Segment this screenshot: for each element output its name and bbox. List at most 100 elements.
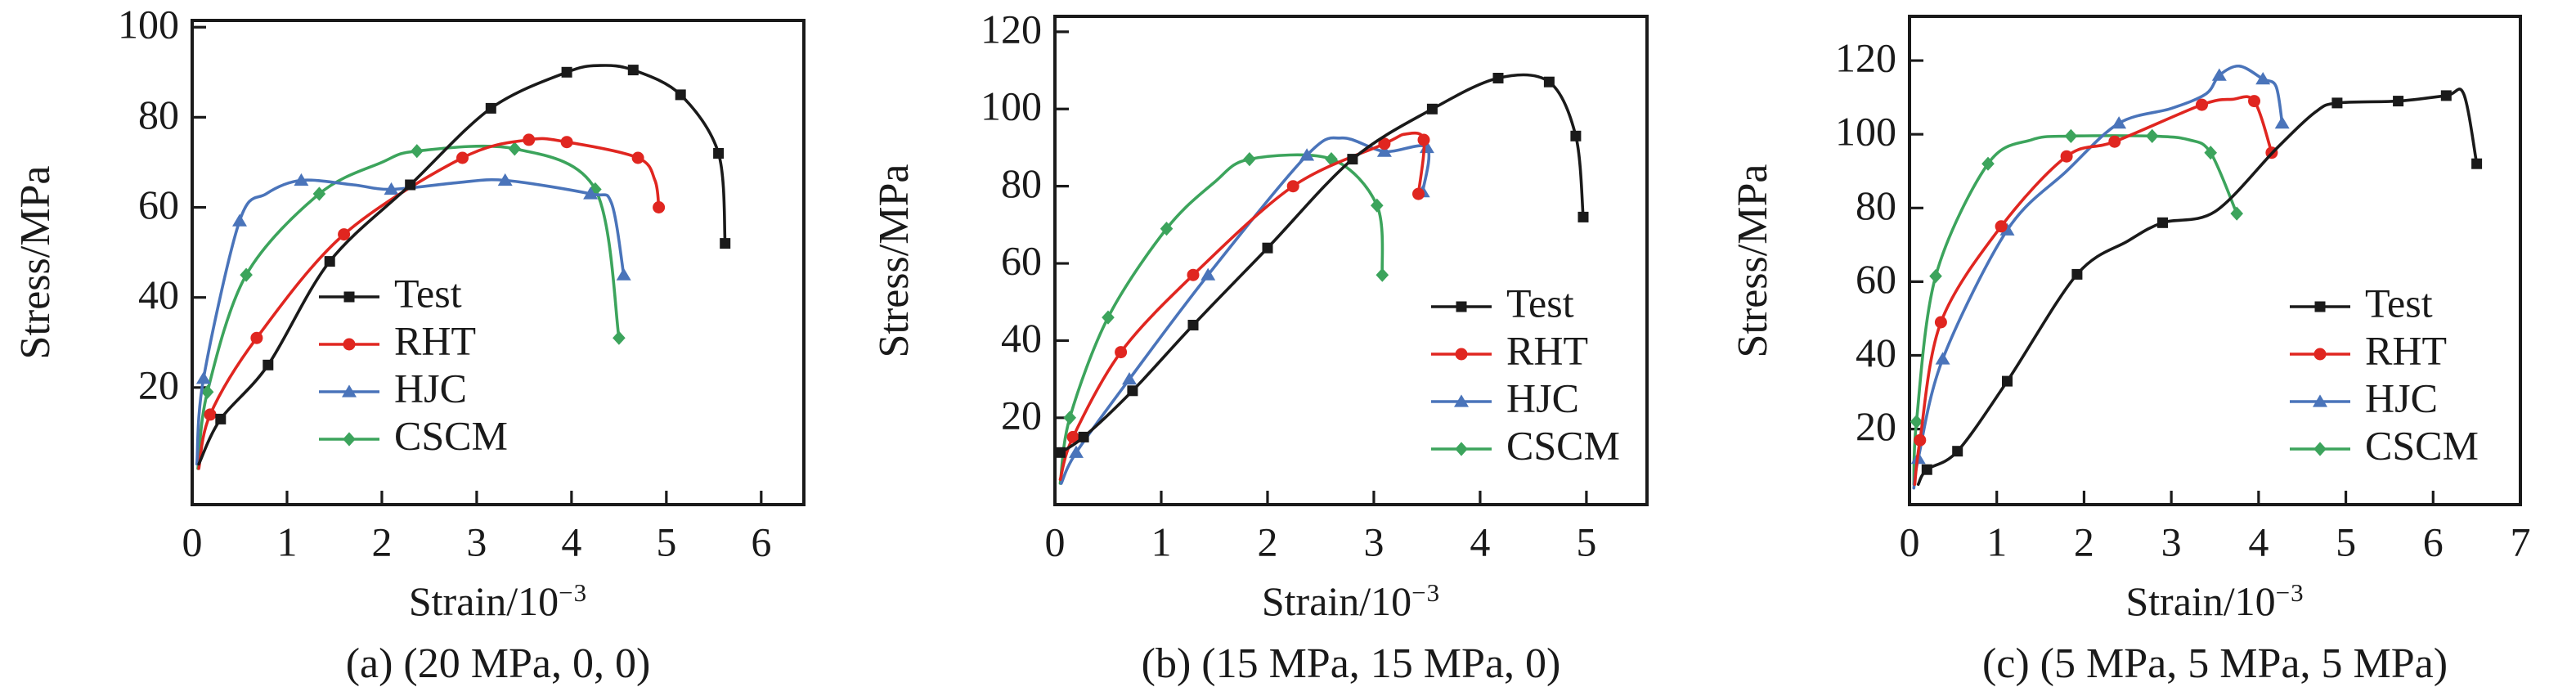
series-test (1055, 73, 1589, 458)
series-test-marker-square-icon (1262, 242, 1273, 254)
legend-label-test: Test (2365, 280, 2433, 326)
series-cscm-marker-diamond-icon (2145, 128, 2159, 143)
legend-test-marker-square-icon (2314, 301, 2326, 312)
series-cscm (196, 141, 626, 470)
x-tick-label: 4 (1470, 519, 1490, 564)
x-axis-exponent: −3 (1411, 577, 1441, 607)
legend-cscm-marker-diamond-icon (2313, 442, 2327, 456)
series-rht-marker-circle-icon (653, 201, 666, 213)
series-cscm-marker-diamond-icon (508, 141, 522, 156)
x-tick-label: 0 (1900, 519, 1920, 564)
y-tick-label: 40 (1001, 315, 1042, 361)
x-tick-label: 1 (1986, 519, 2007, 564)
series-rht-marker-circle-icon (1066, 430, 1079, 443)
series-rht (1058, 131, 1430, 482)
legend-rht-marker-circle-icon (1455, 348, 1468, 361)
series-hjc-marker-triangle-icon (2255, 72, 2271, 85)
series-test-marker-square-icon (1347, 154, 1358, 165)
series-test-marker-square-icon (2440, 90, 2452, 101)
series-hjc-marker-triangle-icon (1122, 372, 1137, 385)
chart-panel-b: 0 1 2 3 4 5 20 40 60 80 100 120 Test RHT HJC CSCM Stres… (859, 0, 1717, 696)
series-rht-marker-circle-icon (2108, 135, 2121, 148)
legend-rht-marker-circle-icon (343, 338, 356, 351)
series-hjc (1910, 64, 2290, 490)
series-cscm-marker-diamond-icon (1243, 152, 1256, 167)
y-tick-label: 40 (138, 272, 179, 317)
y-tick-label: 20 (1856, 403, 1896, 449)
axes-frame (1908, 15, 2522, 506)
series-cscm-marker-diamond-icon (1102, 310, 1115, 325)
series-test-marker-square-icon (2471, 158, 2483, 169)
chart-panel-c: 0 1 2 3 4 5 6 7 20 40 60 80 100 120 Test RHT HJC CSCM Str… (1717, 0, 2576, 696)
axes-frame (191, 19, 806, 506)
x-axis-label-text: Strain/10 (408, 578, 559, 624)
series-test-marker-square-icon (2331, 97, 2343, 109)
series-cscm-marker-diamond-icon (1910, 415, 1923, 429)
series-rht-marker-circle-icon (560, 136, 573, 149)
series-rht-marker-circle-icon (1914, 433, 1927, 447)
subplot-caption-b: (b) (15 MPa, 15 MPa, 0) (1141, 640, 1561, 687)
series-rht-marker-circle-icon (2248, 95, 2260, 108)
x-axis-label-text: Strain/10 (1261, 578, 1412, 624)
series-cscm (1910, 128, 2243, 486)
series-cscm-marker-diamond-icon (1929, 269, 1942, 284)
axes-frame (1053, 15, 1649, 506)
series-rht-marker-circle-icon (204, 408, 217, 421)
legend-hjc-marker-triangle-icon (2313, 394, 2327, 407)
y-axis-label: Stress/MPa (1730, 164, 1776, 357)
x-tick-label: 4 (2248, 519, 2269, 564)
legend-label-cscm: CSCM (394, 412, 508, 458)
y-tick-label: 80 (138, 92, 179, 137)
series-cscm-marker-diamond-icon (1063, 411, 1076, 425)
series-cscm-marker-diamond-icon (2230, 206, 2243, 221)
legend-cscm-marker-diamond-icon (343, 432, 356, 447)
y-axis-ticks: 20 40 60 80 100 120 (1835, 35, 1923, 449)
legend-cscm-marker-diamond-icon (1455, 442, 1468, 456)
series-test-marker-square-icon (1921, 464, 1932, 475)
x-tick-label: 0 (1045, 519, 1066, 564)
chart-panel-a: 0 1 2 3 4 5 6 20 40 60 80 100 Test RHT HJC CSCM Stress/… (0, 0, 859, 696)
legend-label-rht: RHT (1506, 327, 1588, 373)
legend-label-cscm: CSCM (2365, 422, 2479, 468)
series-test-marker-square-icon (1187, 320, 1199, 330)
series-hjc-marker-triangle-icon (1999, 222, 2015, 236)
y-tick-label: 100 (1835, 109, 1896, 155)
y-tick-label: 20 (1001, 392, 1042, 438)
series-rht-marker-circle-icon (1187, 268, 1200, 281)
series-test-marker-square-icon (1127, 385, 1138, 397)
x-tick-label: 2 (2074, 519, 2094, 564)
x-tick-label: 3 (2161, 519, 2182, 564)
x-axis-label: Strain/10−3 (1888, 577, 2542, 625)
series-hjc (1060, 136, 1434, 485)
series-rht-marker-circle-icon (631, 151, 644, 164)
x-tick-label: 6 (751, 519, 771, 564)
legend-label-hjc: HJC (394, 365, 467, 411)
series-rht-marker-circle-icon (2196, 98, 2208, 111)
y-axis-label: Stress/MPa (871, 164, 918, 357)
series-rht-marker-circle-icon (1995, 220, 2008, 233)
series-cscm-marker-diamond-icon (1376, 267, 1389, 282)
series-rht-marker-circle-icon (2060, 150, 2073, 163)
x-tick-label: 5 (2336, 519, 2356, 564)
legend-rht-marker-circle-icon (2313, 348, 2327, 361)
x-tick-label: 2 (371, 519, 392, 564)
legend-test-marker-square-icon (1456, 301, 1467, 312)
x-tick-label: 3 (1363, 519, 1384, 564)
series-cscm-marker-diamond-icon (1981, 156, 1995, 171)
series-rht-marker-circle-icon (1417, 133, 1430, 146)
series-test-marker-square-icon (1055, 447, 1066, 458)
y-axis-label: Stress/MPa (12, 165, 59, 360)
y-tick-label: 100 (118, 2, 179, 47)
series-hjc-marker-triangle-icon (232, 213, 247, 227)
series-hjc-marker-triangle-icon (1299, 148, 1315, 161)
series-test-marker-square-icon (1577, 211, 1589, 222)
series-rht-marker-circle-icon (456, 151, 469, 164)
series-test-marker-square-icon (215, 413, 227, 424)
series-test-marker-square-icon (485, 102, 496, 114)
series-test-marker-square-icon (2393, 96, 2404, 107)
series-test-marker-square-icon (1492, 73, 1504, 83)
series-rht-marker-circle-icon (1286, 180, 1299, 193)
